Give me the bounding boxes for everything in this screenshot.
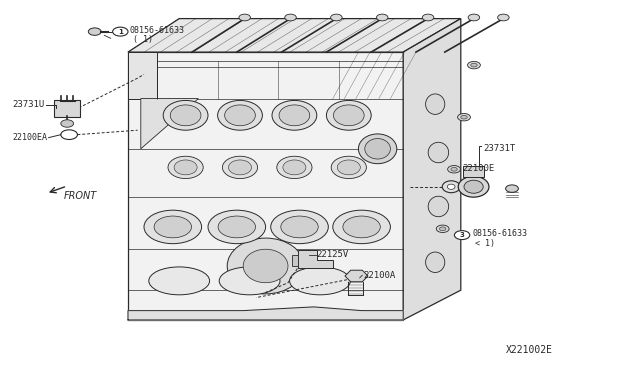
Polygon shape [128, 52, 403, 320]
Ellipse shape [442, 181, 460, 193]
Circle shape [454, 231, 470, 240]
Circle shape [88, 28, 101, 35]
Ellipse shape [447, 184, 455, 189]
Circle shape [447, 166, 460, 173]
Ellipse shape [272, 100, 317, 130]
Circle shape [461, 115, 467, 119]
Text: 23731T: 23731T [483, 144, 515, 153]
Circle shape [458, 113, 470, 121]
Ellipse shape [163, 100, 208, 130]
Text: 3: 3 [460, 232, 465, 238]
Ellipse shape [458, 176, 489, 197]
Circle shape [468, 14, 479, 21]
Ellipse shape [337, 160, 360, 175]
Ellipse shape [326, 100, 371, 130]
Ellipse shape [277, 156, 312, 179]
Ellipse shape [332, 156, 367, 179]
Ellipse shape [333, 105, 364, 126]
Ellipse shape [218, 216, 255, 238]
Ellipse shape [283, 160, 306, 175]
Ellipse shape [154, 216, 191, 238]
FancyBboxPatch shape [463, 166, 484, 177]
Ellipse shape [428, 142, 449, 163]
Circle shape [113, 27, 128, 36]
Ellipse shape [168, 156, 204, 179]
Ellipse shape [225, 105, 255, 126]
Circle shape [451, 167, 457, 171]
Ellipse shape [464, 180, 483, 193]
Circle shape [498, 14, 509, 21]
Ellipse shape [149, 267, 210, 295]
Circle shape [436, 225, 449, 232]
Circle shape [471, 63, 477, 67]
Polygon shape [128, 307, 403, 320]
Ellipse shape [223, 156, 258, 179]
Polygon shape [292, 255, 298, 266]
Text: 08156-61633: 08156-61633 [130, 26, 185, 35]
Ellipse shape [279, 105, 310, 126]
Polygon shape [403, 19, 461, 320]
Ellipse shape [174, 160, 197, 175]
Ellipse shape [281, 216, 318, 238]
Ellipse shape [290, 267, 351, 295]
Text: ( 1): ( 1) [133, 35, 153, 44]
Circle shape [422, 14, 434, 21]
Ellipse shape [227, 238, 304, 294]
Ellipse shape [358, 134, 397, 164]
Ellipse shape [208, 210, 266, 244]
Polygon shape [128, 19, 461, 52]
Text: 1: 1 [118, 29, 123, 35]
Circle shape [376, 14, 388, 21]
Ellipse shape [170, 105, 201, 126]
Text: 22125V: 22125V [317, 250, 349, 259]
Text: 22100EA: 22100EA [13, 133, 48, 142]
Circle shape [239, 14, 250, 21]
Circle shape [440, 227, 446, 231]
Circle shape [61, 130, 77, 140]
Ellipse shape [271, 210, 328, 244]
Circle shape [61, 120, 74, 127]
Polygon shape [298, 250, 333, 268]
Ellipse shape [219, 267, 280, 295]
Ellipse shape [333, 210, 390, 244]
Ellipse shape [428, 196, 449, 217]
Ellipse shape [218, 100, 262, 130]
Text: 22100E: 22100E [462, 164, 494, 173]
Text: FRONT: FRONT [64, 192, 97, 201]
Text: X221002E: X221002E [506, 345, 552, 355]
Text: 08156-61633: 08156-61633 [472, 230, 527, 238]
Ellipse shape [144, 210, 202, 244]
Circle shape [468, 61, 481, 69]
Circle shape [285, 14, 296, 21]
Polygon shape [141, 99, 198, 149]
Ellipse shape [426, 252, 445, 272]
Ellipse shape [243, 249, 288, 283]
Polygon shape [128, 52, 157, 99]
Ellipse shape [365, 139, 390, 159]
FancyBboxPatch shape [54, 100, 80, 117]
Ellipse shape [343, 216, 380, 238]
Text: 23731U: 23731U [13, 100, 45, 109]
Text: 22100A: 22100A [364, 271, 396, 280]
Circle shape [331, 14, 342, 21]
Ellipse shape [426, 94, 445, 115]
Ellipse shape [228, 160, 252, 175]
Text: < 1): < 1) [475, 239, 495, 248]
Circle shape [506, 185, 518, 192]
